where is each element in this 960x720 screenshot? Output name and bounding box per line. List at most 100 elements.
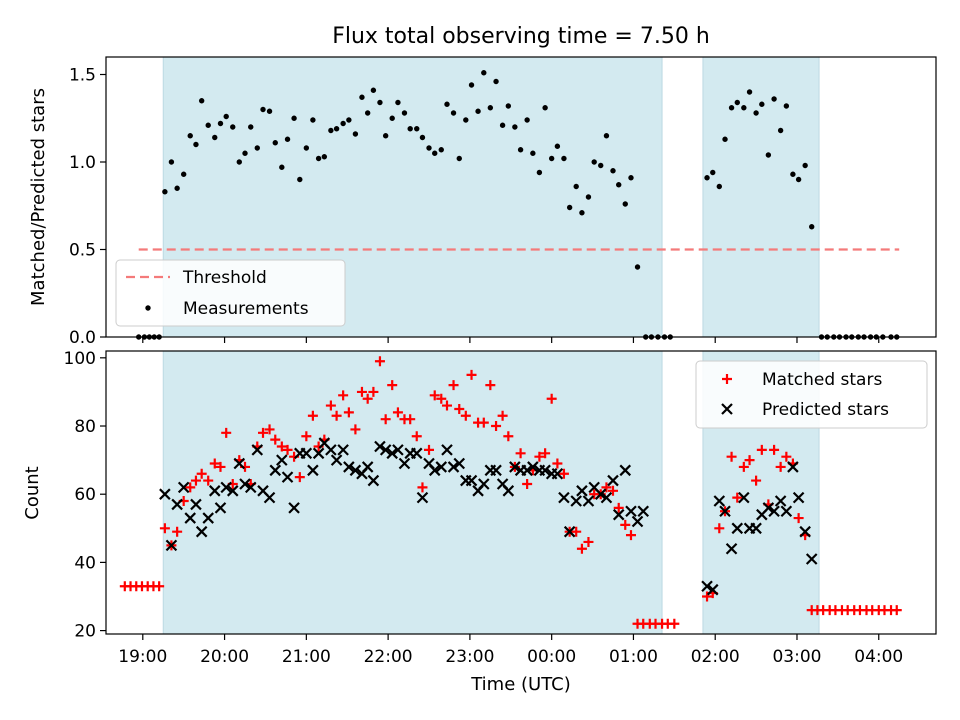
predicted-star-marker [551, 467, 564, 480]
legend-threshold-label: Threshold [182, 268, 267, 288]
predicted-star-marker [349, 464, 362, 477]
matched-star-marker [613, 502, 624, 513]
measurement-point [777, 127, 784, 134]
measurement-point [382, 133, 389, 139]
matched-star-marker [478, 417, 489, 428]
top-y-axis-label: Matched/Predicted stars [28, 88, 49, 306]
measurement-point [248, 124, 254, 130]
matched-star-marker [534, 451, 545, 462]
matched-star-marker [405, 414, 416, 425]
predicted-star-marker [251, 444, 264, 456]
predicted-star-marker [582, 495, 595, 507]
predicted-star-marker [750, 522, 762, 535]
measurement-point [438, 147, 444, 153]
measurement-point [217, 120, 224, 127]
matched-star-marker [209, 458, 220, 469]
predicted-star-marker [177, 481, 190, 494]
measurement-point [242, 150, 248, 156]
matched-star-marker [362, 393, 373, 404]
predicted-star-marker [725, 542, 738, 555]
measurement-point [414, 126, 420, 132]
predicted-star-marker [220, 481, 232, 494]
predicted-star-marker [774, 495, 787, 507]
matched-star-marker [732, 492, 743, 503]
measurement-point [512, 124, 518, 130]
predicted-star-marker [435, 461, 448, 473]
predicted-star-marker [502, 485, 515, 497]
measurement-point [710, 169, 716, 176]
predicted-star-marker [361, 461, 374, 473]
predicted-star-marker [738, 491, 750, 504]
predicted-star-marker [300, 447, 313, 460]
predicted-star-marker [171, 498, 183, 511]
predicted-star-marker [805, 553, 818, 565]
measurement-point [230, 124, 236, 130]
matched-star-marker [669, 618, 680, 629]
measurement-point [444, 101, 450, 107]
predicted-star-marker [269, 464, 282, 477]
predicted-star-marker [233, 457, 246, 470]
predicted-star-marker [521, 464, 533, 477]
predicted-star-marker [441, 444, 453, 456]
x-tick-label: 20:00 [200, 647, 249, 667]
matched-star-marker [185, 482, 196, 493]
x-tick-label: 04:00 [854, 647, 903, 667]
measurement-point [585, 194, 592, 200]
matched-star-marker [429, 390, 440, 401]
matched-star-marker [331, 410, 342, 421]
measurement-point [272, 140, 278, 146]
matched-star-marker [583, 536, 594, 547]
predicted-star-marker [281, 471, 294, 483]
measurement-point [561, 155, 567, 162]
measurement-point [622, 201, 628, 207]
measurement-point [310, 117, 316, 123]
matched-star-marker [552, 458, 563, 469]
matched-star-marker [350, 424, 361, 435]
measurement-point [168, 159, 175, 165]
matched-star-marker [276, 441, 287, 452]
matched-star-marker [515, 448, 526, 459]
matched-star-marker [607, 485, 618, 496]
measurement-point [475, 108, 481, 114]
measurement-point [260, 106, 266, 113]
matched-star-marker [454, 403, 465, 414]
measurement-point [187, 133, 193, 139]
matched-star-marker [497, 410, 508, 421]
measurement-point [603, 133, 610, 139]
predicted-star-marker [386, 447, 398, 460]
x-tick-label: 00:00 [527, 647, 576, 667]
measurement-point [809, 224, 815, 230]
predicted-star-marker [184, 512, 197, 524]
predicted-star-marker [195, 525, 208, 538]
measurement-point [333, 126, 340, 132]
observing-window [702, 56, 820, 338]
predicted-star-marker [570, 495, 582, 507]
legend-matched-label: Matched stars [762, 370, 882, 390]
predicted-star-marker [330, 454, 343, 466]
measurement-point [524, 117, 530, 123]
measurement-point [765, 152, 772, 158]
bottom-plot-frame [105, 350, 937, 635]
predicted-star-marker [410, 447, 423, 460]
measurement-point [566, 204, 573, 211]
measurement-point [481, 70, 487, 76]
measurement-point [468, 82, 475, 88]
measurement-point [328, 127, 334, 134]
predicted-star-marker [244, 481, 257, 494]
legend-measurements-label: Measurements [183, 299, 309, 319]
measurement-point [223, 113, 229, 120]
predicted-star-marker [558, 491, 570, 504]
matched-star-marker [159, 523, 170, 534]
measurement-point [704, 175, 710, 181]
measurement-point [346, 117, 352, 123]
measurement-point [303, 145, 310, 151]
y-tick-label: 0.0 [69, 328, 96, 348]
measurement-point [487, 105, 494, 111]
measurement-point [493, 78, 499, 85]
matched-star-marker [436, 393, 447, 404]
measurement-point [722, 136, 728, 142]
matched-star-marker [417, 482, 428, 493]
x-axis-label: Time (UTC) [470, 674, 571, 695]
predicted-star-marker [343, 461, 355, 473]
measurement-point [266, 108, 273, 114]
